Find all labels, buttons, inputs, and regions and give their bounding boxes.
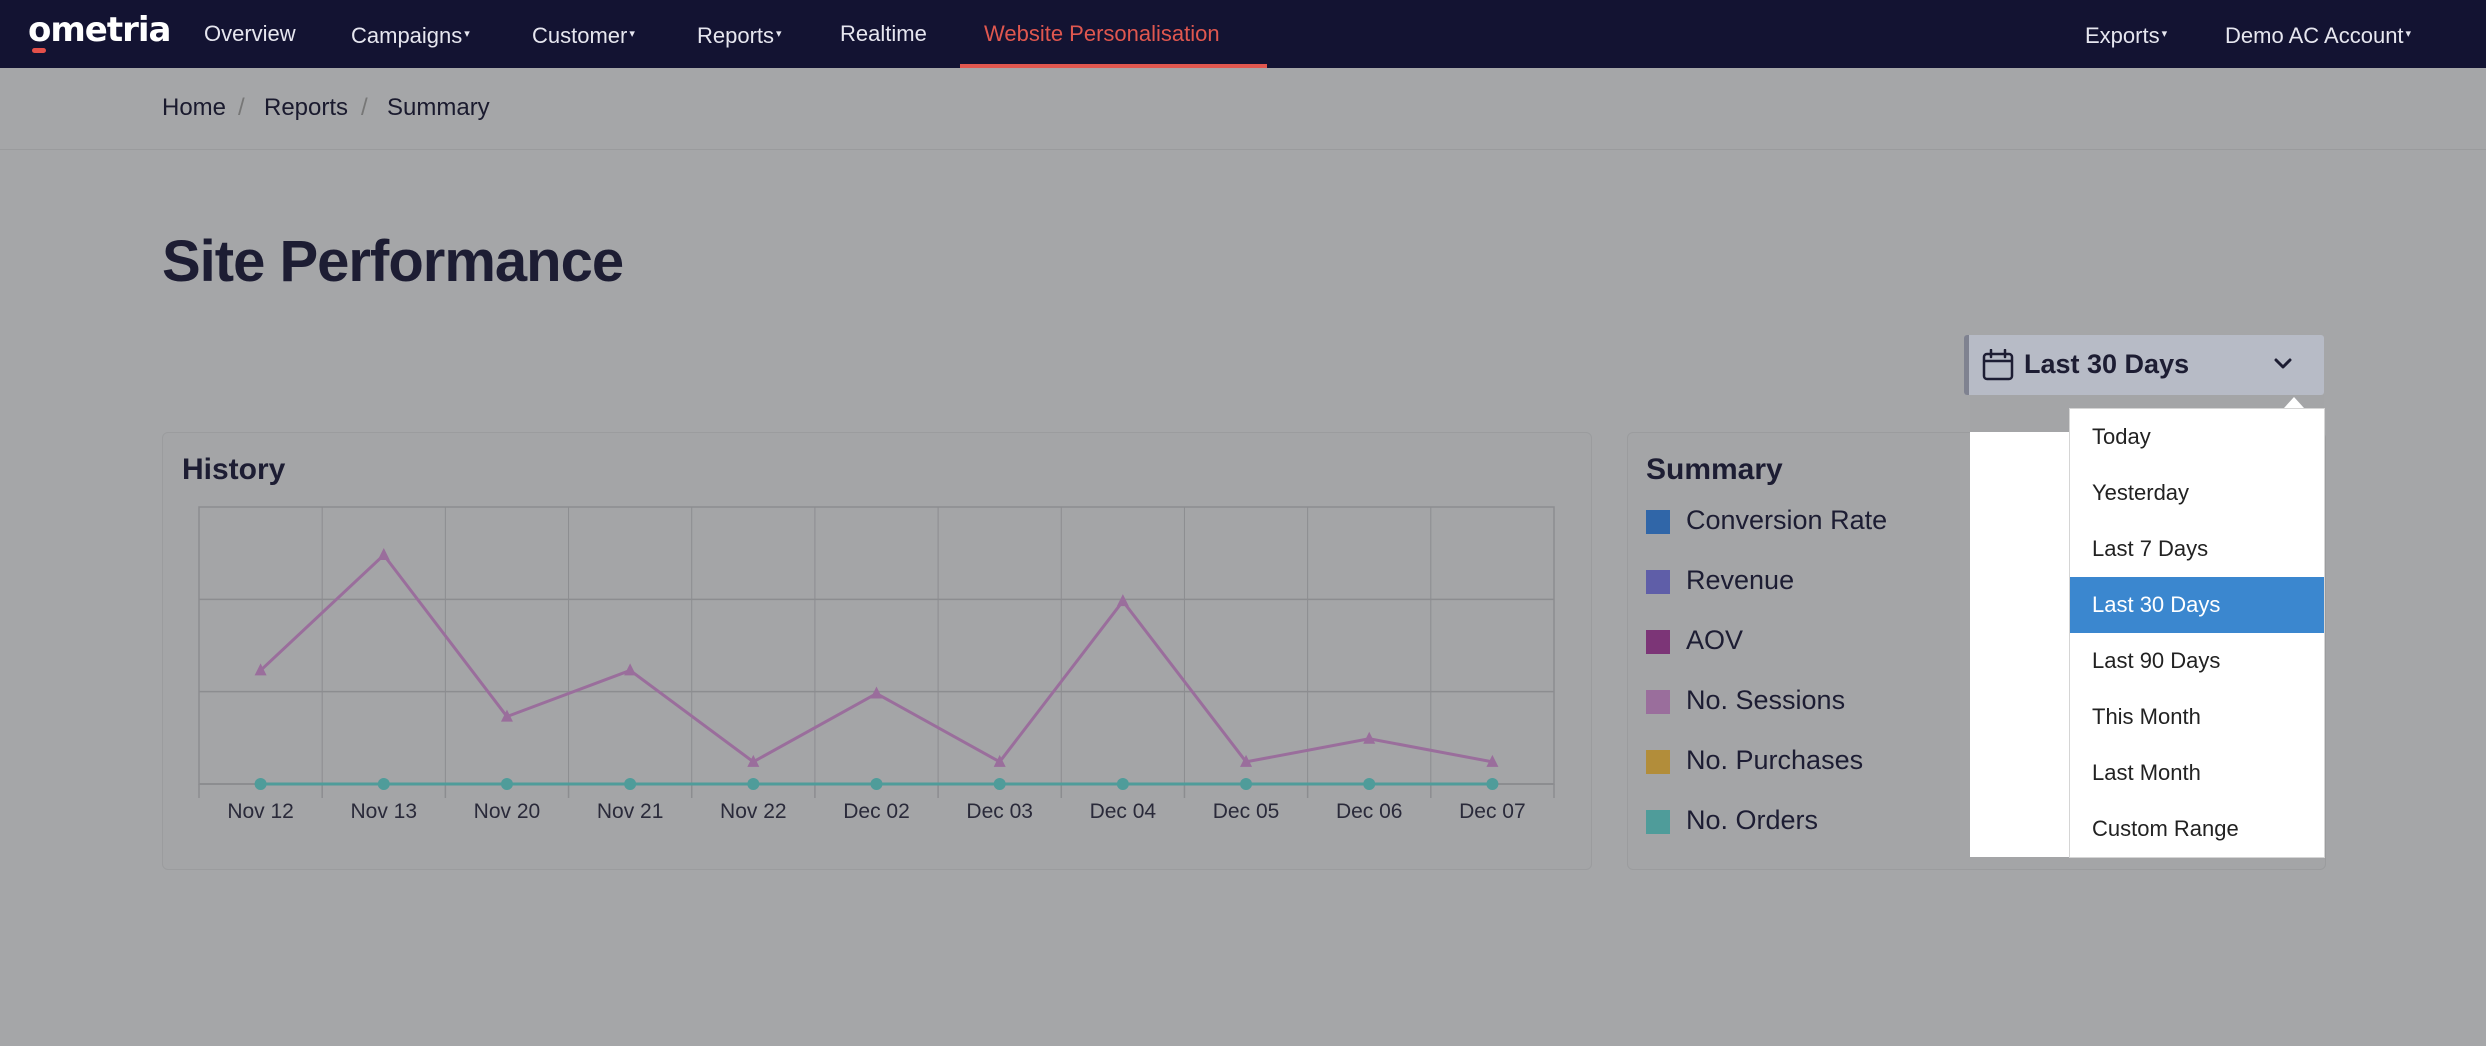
x-tick-label: Dec 06 [1336,800,1403,823]
caret-down-icon: ▾ [776,28,782,40]
x-tick-label: Nov 12 [227,800,294,823]
legend-label: No. Sessions [1686,685,1846,715]
breadcrumb-summary: Summary [387,94,490,121]
data-point-no-orders [993,778,1006,790]
nav-overview[interactable]: Overview [204,0,296,68]
data-point-no-sessions [1240,754,1253,767]
legend-label: Revenue [1686,565,1795,595]
dropdown-pointer [2284,397,2304,408]
nav-customer[interactable]: Customer ▾ [532,0,635,68]
breadcrumb-home[interactable]: Home [162,94,227,121]
breadcrumb-separator: / [238,94,245,121]
date-option-last-month[interactable]: Last Month [2092,760,2201,785]
data-point-no-sessions [377,548,390,561]
history-panel [162,432,1592,870]
nav-account[interactable]: Demo AC Account ▾ [2225,0,2411,68]
nav-realtime[interactable]: Realtime [840,0,927,68]
legend-swatch [1646,750,1670,774]
x-tick-label: Dec 05 [1213,800,1280,823]
data-point-no-sessions [1486,754,1499,767]
nav-reports[interactable]: Reports ▾ [697,0,782,68]
data-point-no-sessions [1363,731,1376,744]
x-tick-label: Nov 21 [597,800,664,823]
data-point-no-sessions [254,663,267,676]
ometria-logo[interactable]: ometria [28,10,171,53]
nav-overview-label: Overview [204,21,296,46]
x-tick-label: Dec 03 [966,800,1033,823]
data-point-no-orders [377,778,390,790]
x-tick-label: Dec 07 [1459,800,1526,823]
logo-text: ometria [28,10,171,50]
summary-title: Summary [1646,453,1783,486]
nav-campaigns-label: Campaigns [351,23,463,48]
legend-swatch [1646,690,1670,714]
logo-accent-mark [32,48,46,53]
data-point-no-orders [1116,778,1129,790]
legend-swatch [1646,510,1670,534]
caret-down-icon: ▾ [2405,28,2412,40]
date-range-picker-button[interactable]: Last 30 Days [1964,335,2324,395]
nav-exports-label: Exports [2085,23,2160,48]
calendar-icon [1982,349,2014,381]
data-point-no-orders [1240,778,1253,790]
nav-website-personalisation[interactable]: Website Personalisation [984,0,1220,68]
legend-label: Conversion Rate [1686,505,1888,535]
date-option-custom-range[interactable]: Custom Range [2092,816,2239,841]
data-point-no-orders [870,778,883,790]
data-point-no-sessions [993,754,1006,767]
legend-swatch [1646,630,1670,654]
nav-website-personalisation-label: Website Personalisation [984,21,1220,46]
x-tick-label: Dec 02 [843,800,910,823]
history-title: History [182,453,286,486]
data-point-no-sessions [870,686,883,699]
active-tab-indicator [960,64,1267,68]
x-tick-label: Nov 13 [350,800,417,823]
legend-swatch [1646,570,1670,594]
legend-swatch [1646,810,1670,834]
legend-label: AOV [1686,625,1744,655]
data-point-no-sessions [500,709,513,722]
nav-account-label: Demo AC Account [2225,23,2404,48]
date-range-menu: Today Yesterday Last 7 Days Last 30 Days… [2069,408,2325,858]
nav-realtime-label: Realtime [840,21,927,46]
date-option-last-30-days[interactable]: Last 30 Days [2070,577,2324,633]
date-picker-edge [1964,335,1969,395]
x-tick-label: Nov 22 [720,800,787,823]
x-tick-label: Nov 20 [474,800,541,823]
chevron-down-icon [2274,358,2292,369]
history-chart: Nov 12 Nov 13 Nov 20 Nov 21 Nov 22 Dec 02 Dec … [198,506,1555,823]
legend-label: No. Orders [1686,805,1819,835]
breadcrumb-reports[interactable]: Reports [264,94,349,121]
date-range-label: Last 30 Days [2024,349,2190,379]
data-point-no-orders [1486,778,1499,790]
data-point-no-orders [624,778,637,790]
breadcrumb-separator: / [361,94,368,121]
nav-exports[interactable]: Exports ▾ [2085,0,2167,68]
caret-down-icon: ▾ [464,28,470,40]
data-point-no-sessions [747,754,760,767]
breadcrumb [0,68,2486,150]
data-point-no-sessions [624,663,637,676]
date-option-this-month[interactable]: This Month [2092,704,2201,729]
caret-down-icon: ▾ [2161,28,2168,40]
data-point-no-orders [747,778,760,790]
data-point-no-orders [500,778,513,790]
data-point-no-orders [1363,778,1376,790]
date-option-last-90-days[interactable]: Last 90 Days [2092,648,2221,673]
nav-campaigns[interactable]: Campaigns ▾ [351,0,470,68]
date-option-today[interactable]: Today [2092,424,2151,449]
caret-down-icon: ▾ [629,28,635,40]
top-nav: ometria Overview Campaigns ▾ Customer ▾ Re… [0,0,2486,68]
legend-label: No. Purchases [1686,745,1864,775]
page-title: Site Performance [162,229,624,294]
date-option-last-7-days[interactable]: Last 7 Days [2092,536,2209,561]
nav-customer-label: Customer [532,23,628,48]
data-point-no-orders [254,778,267,790]
data-point-no-sessions [1116,594,1129,607]
nav-reports-label: Reports [697,23,775,48]
x-tick-label: Dec 04 [1090,800,1157,823]
date-option-yesterday[interactable]: Yesterday [2092,480,2190,505]
